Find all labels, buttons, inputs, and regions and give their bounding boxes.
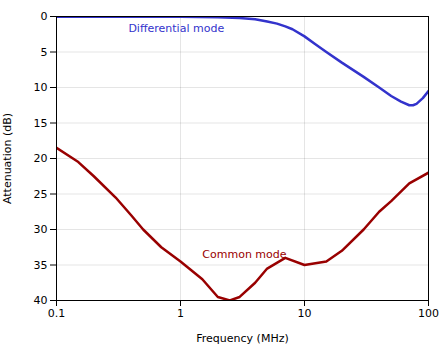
svg-text:25: 25	[34, 188, 48, 201]
svg-text:30: 30	[34, 223, 48, 236]
svg-text:5: 5	[41, 46, 48, 59]
svg-text:10: 10	[298, 307, 312, 320]
svg-text:40: 40	[34, 294, 48, 307]
svg-text:100: 100	[418, 307, 439, 320]
svg-text:10: 10	[34, 81, 48, 94]
svg-text:15: 15	[34, 117, 48, 130]
svg-text:Frequency (MHz): Frequency (MHz)	[196, 332, 288, 344]
svg-text:35: 35	[34, 259, 48, 272]
svg-text:Attenuation (dB): Attenuation (dB)	[1, 113, 14, 204]
svg-text:0.1: 0.1	[48, 307, 66, 320]
svg-text:0: 0	[41, 10, 48, 23]
svg-text:20: 20	[34, 152, 48, 165]
svg-text:1: 1	[177, 307, 184, 320]
svg-text:Common mode: Common mode	[202, 248, 286, 261]
svg-text:Differential mode: Differential mode	[128, 22, 224, 35]
